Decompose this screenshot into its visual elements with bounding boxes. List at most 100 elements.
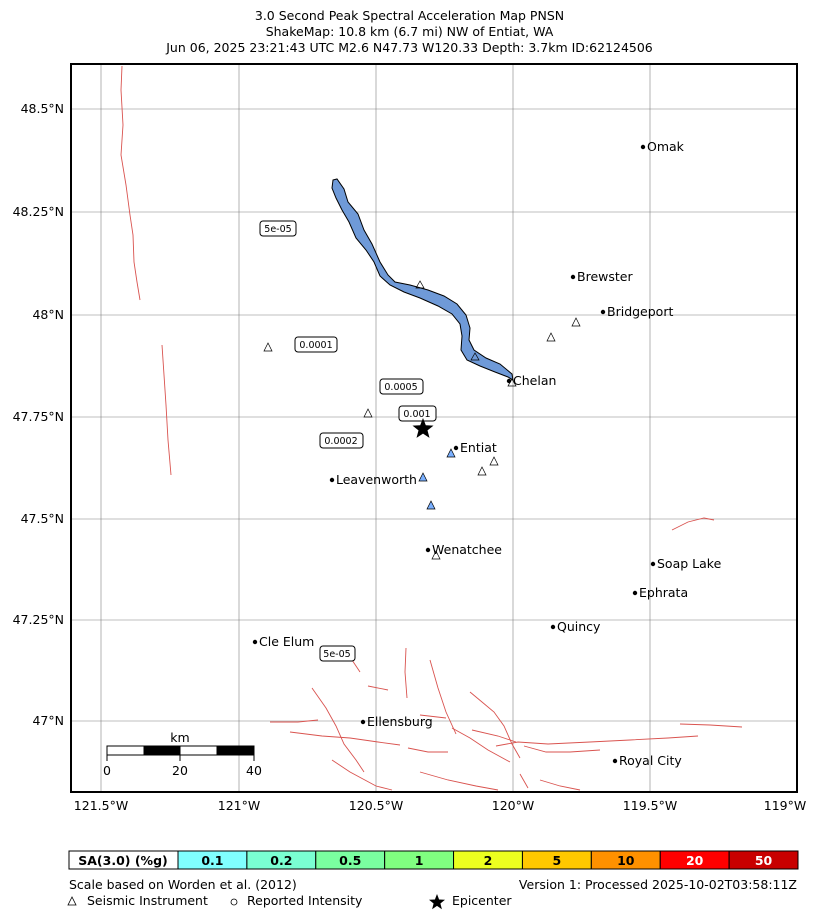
svg-text:0.0002: 0.0002: [324, 436, 357, 447]
city-royal-city: Royal City: [612, 753, 682, 768]
station-marker: [446, 448, 456, 458]
legend-bin-value: 2: [484, 853, 493, 868]
legend-bin-value: 0.1: [201, 853, 223, 868]
lat-label: 47°N: [32, 713, 64, 728]
latitude-labels: 48.5°N 48.25°N 48°N 47.75°N 47.5°N 47.25…: [13, 101, 64, 728]
city-ephrata: Ephrata: [632, 585, 688, 600]
legend-bin-swatch: [728, 850, 799, 870]
version-note: Version 1: Processed 2025-10-02T03:58:11…: [518, 877, 797, 892]
svg-text:Quincy: Quincy: [557, 619, 601, 634]
intensity-legend: SA(3.0) (%g) 0.1 0.2 0.5 1 2 5 10 20 50: [68, 850, 799, 870]
city-soap-lake: Soap Lake: [650, 556, 722, 571]
legend-bins: 0.1 0.2 0.5 1 2 5 10 20 50: [177, 850, 799, 870]
station-marker: [415, 280, 425, 289]
city-chelan: Chelan: [506, 373, 556, 388]
legend-bin-value: 0.5: [339, 853, 361, 868]
legend-bin-value: 0.2: [270, 853, 292, 868]
city-ellensburg: Ellensburg: [360, 714, 433, 729]
city-leavenworth: Leavenworth: [329, 472, 417, 487]
svg-text:Chelan: Chelan: [513, 373, 556, 388]
city-wenatchee: Wenatchee: [425, 542, 502, 557]
station-marker: [431, 550, 441, 560]
lat-label: 48.25°N: [13, 204, 64, 219]
contour-label: 5e-05: [319, 645, 356, 662]
svg-text:Wenatchee: Wenatchee: [432, 542, 502, 557]
epicenter-star: [412, 418, 434, 438]
svg-text:0.0001: 0.0001: [299, 340, 332, 351]
city-entiat: Entiat: [453, 440, 497, 455]
contour-label: 0.0001: [294, 336, 338, 353]
svg-text:Bridgeport: Bridgeport: [607, 304, 673, 319]
lon-label: 121°W: [218, 798, 260, 813]
map-title-line3: Jun 06, 2025 23:21:43 UTC M2.6 N47.73 W1…: [166, 40, 653, 55]
svg-text:Royal City: Royal City: [619, 753, 682, 768]
contour-label: 0.0005: [379, 378, 424, 395]
station-marker: [477, 466, 487, 476]
city-cle-elum: Cle Elum: [252, 634, 314, 649]
scale-tick: 0: [103, 763, 111, 778]
scale-bar: km 0 20 40: [103, 730, 262, 778]
legend-bin-value: 5: [553, 853, 562, 868]
lat-label: 48.5°N: [21, 101, 64, 116]
station-marker: [571, 317, 581, 327]
svg-text:Leavenworth: Leavenworth: [336, 472, 417, 487]
epicenter-legend-label: Epicenter: [452, 893, 512, 908]
map-area: Omak Brewster Bridgeport Chelan Entiat L…: [70, 63, 798, 793]
svg-text:5e-05: 5e-05: [323, 649, 350, 660]
city-omak: Omak: [640, 139, 685, 154]
lon-label: 121.5°W: [74, 798, 128, 813]
faults: [120, 65, 743, 791]
lon-label: 119°W: [764, 798, 806, 813]
cities: Omak Brewster Bridgeport Chelan Entiat L…: [252, 139, 722, 768]
svg-text:Omak: Omak: [647, 139, 685, 154]
station-marker: [418, 472, 428, 482]
lon-label: 119.5°W: [623, 798, 677, 813]
scale-tick: 20: [172, 763, 188, 778]
svg-text:Ellensburg: Ellensburg: [367, 714, 433, 729]
contour-labels: 5e-05 0.0001 0.0005 0.001 0.0002 5e-05: [259, 220, 437, 662]
epicenter-symbol: [429, 894, 445, 910]
contour-label: 0.0002: [319, 432, 364, 449]
city-brewster: Brewster: [570, 269, 633, 284]
longitude-labels: 121.5°W 121°W 120.5°W 120°W 119.5°W 119°…: [74, 798, 806, 813]
legend-bin-value: 50: [755, 853, 773, 868]
city-quincy: Quincy: [550, 619, 601, 634]
lat-label: 48°N: [32, 307, 64, 322]
lake-chelan: [331, 178, 514, 381]
station-marker: [546, 332, 556, 342]
station-marker: [470, 352, 480, 361]
scale-unit: km: [170, 730, 189, 745]
legend-label: SA(3.0) (%g): [78, 853, 168, 868]
contour-label: 5e-05: [259, 220, 297, 237]
lat-label: 47.25°N: [13, 612, 64, 627]
svg-text:0.0005: 0.0005: [384, 382, 417, 393]
symbol-legend: [67, 894, 445, 910]
lon-label: 120°W: [492, 798, 534, 813]
svg-text:5e-05: 5e-05: [264, 224, 291, 235]
svg-text:Soap Lake: Soap Lake: [657, 556, 722, 571]
station-marker: [363, 408, 373, 418]
map-title-line2: ShakeMap: 10.8 km (6.7 mi) NW of Entiat,…: [265, 24, 554, 39]
scale-note: Scale based on Worden et al. (2012): [69, 877, 297, 892]
station-marker: [489, 456, 499, 466]
map-title-line1: 3.0 Second Peak Spectral Acceleration Ma…: [254, 8, 565, 23]
seismic-stations: [263, 280, 581, 560]
lat-label: 47.5°N: [21, 511, 64, 526]
station-marker: [263, 342, 273, 352]
legend-bin-value: 10: [617, 853, 635, 868]
legend-bin-value: 1: [415, 853, 424, 868]
intensity-legend-label: Reported Intensity: [247, 893, 363, 908]
instrument-symbol: [67, 896, 77, 906]
lon-label: 120.5°W: [349, 798, 403, 813]
city-bridgeport: Bridgeport: [600, 304, 673, 319]
svg-text:0.001: 0.001: [403, 409, 430, 420]
station-marker: [426, 500, 436, 510]
contour-label: 0.001: [398, 405, 437, 422]
instrument-legend-label: Seismic Instrument: [87, 893, 208, 908]
svg-text:Cle Elum: Cle Elum: [259, 634, 314, 649]
lat-label: 47.75°N: [13, 409, 64, 424]
svg-text:Brewster: Brewster: [577, 269, 633, 284]
intensity-symbol: [230, 898, 238, 906]
legend-bin-value: 20: [686, 853, 704, 868]
